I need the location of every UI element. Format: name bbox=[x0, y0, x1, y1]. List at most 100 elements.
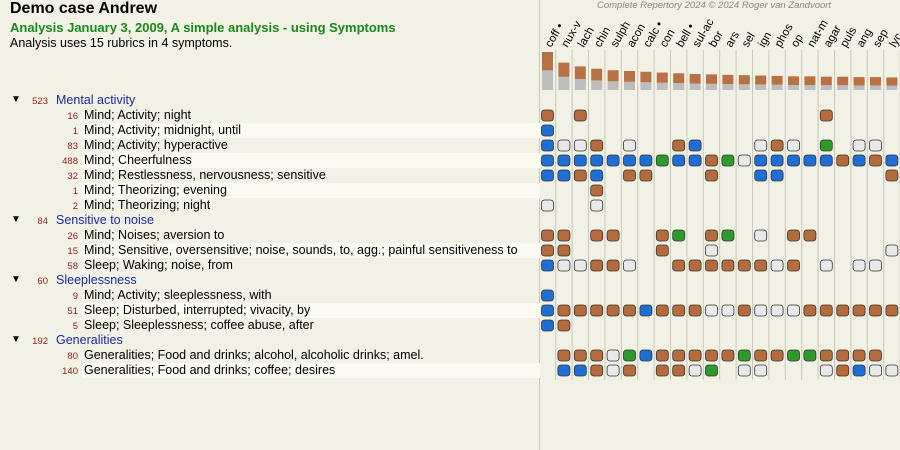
grade-cell[interactable] bbox=[590, 199, 604, 212]
grade-cell[interactable] bbox=[869, 259, 882, 272]
grade-cell[interactable] bbox=[606, 154, 620, 167]
grade-cell[interactable] bbox=[770, 349, 784, 362]
grade-cell[interactable] bbox=[787, 139, 800, 152]
grade-cell[interactable] bbox=[688, 154, 702, 167]
grade-cell[interactable] bbox=[557, 154, 571, 167]
grade-cell[interactable] bbox=[869, 154, 882, 167]
grade-cell[interactable] bbox=[623, 169, 636, 182]
rubric-row[interactable]: 80 Generalities; Food and drinks; alcohol… bbox=[0, 348, 900, 363]
grade-cell[interactable] bbox=[705, 229, 718, 242]
grade-cell[interactable] bbox=[721, 154, 735, 167]
symptom-row[interactable]: ▼ 192 Generalities bbox=[0, 333, 900, 348]
grade-cell[interactable] bbox=[639, 349, 653, 362]
grade-cell[interactable] bbox=[705, 169, 718, 182]
grade-cell[interactable] bbox=[672, 304, 686, 317]
remedy-label[interactable]: sel bbox=[740, 31, 758, 50]
grade-cell[interactable] bbox=[623, 349, 636, 362]
grade-cell[interactable] bbox=[885, 244, 899, 257]
grade-cell[interactable] bbox=[655, 304, 669, 317]
grade-cell[interactable] bbox=[787, 304, 800, 317]
grade-cell[interactable] bbox=[590, 154, 604, 167]
remedy-label[interactable]: ars bbox=[724, 29, 743, 49]
grade-cell[interactable] bbox=[869, 349, 882, 362]
grade-cell[interactable] bbox=[606, 349, 620, 362]
grade-cell[interactable] bbox=[606, 304, 620, 317]
rubric-row[interactable]: 51 Sleep; Disturbed, interrupted; vivacit… bbox=[0, 303, 900, 318]
grade-cell[interactable] bbox=[819, 364, 833, 377]
rubric-row[interactable]: 9 Mind; Activity; sleeplessness, with bbox=[0, 288, 900, 303]
grade-cell[interactable] bbox=[672, 154, 686, 167]
remedy-label[interactable]: sep bbox=[871, 27, 891, 49]
grade-cell[interactable] bbox=[721, 304, 735, 317]
grade-cell[interactable] bbox=[573, 154, 587, 167]
grade-cell[interactable] bbox=[787, 154, 800, 167]
grade-cell[interactable] bbox=[754, 364, 768, 377]
grade-cell[interactable] bbox=[541, 229, 554, 242]
rubric-row[interactable]: 5 Sleep; Sleeplessness; coffee abuse, aft… bbox=[0, 318, 900, 333]
grade-cell[interactable] bbox=[573, 169, 587, 182]
grade-cell[interactable] bbox=[541, 109, 554, 122]
grade-cell[interactable] bbox=[705, 259, 718, 272]
grade-cell[interactable] bbox=[705, 364, 718, 377]
grade-cell[interactable] bbox=[590, 184, 604, 197]
grade-cell[interactable] bbox=[655, 364, 669, 377]
grade-cell[interactable] bbox=[852, 349, 866, 362]
collapse-triangle-icon[interactable]: ▼ bbox=[11, 94, 21, 105]
grade-cell[interactable] bbox=[557, 319, 571, 332]
grade-cell[interactable] bbox=[639, 169, 653, 182]
grade-cell[interactable] bbox=[688, 364, 702, 377]
grade-cell[interactable] bbox=[819, 304, 833, 317]
grade-cell[interactable] bbox=[573, 139, 587, 152]
grade-cell[interactable] bbox=[885, 169, 899, 182]
grade-cell[interactable] bbox=[754, 169, 768, 182]
symptom-row[interactable]: ▼ 523 Mental activity bbox=[0, 93, 900, 108]
grade-cell[interactable] bbox=[623, 154, 636, 167]
grade-cell[interactable] bbox=[590, 169, 604, 182]
grade-cell[interactable] bbox=[836, 349, 850, 362]
grade-cell[interactable] bbox=[590, 229, 604, 242]
grade-cell[interactable] bbox=[541, 154, 554, 167]
grade-cell[interactable] bbox=[819, 154, 833, 167]
grade-cell[interactable] bbox=[672, 364, 686, 377]
grade-cell[interactable] bbox=[819, 109, 833, 122]
grade-cell[interactable] bbox=[819, 259, 833, 272]
grade-cell[interactable] bbox=[819, 139, 833, 152]
grade-cell[interactable] bbox=[885, 154, 899, 167]
collapse-triangle-icon[interactable]: ▼ bbox=[11, 214, 21, 225]
grade-cell[interactable] bbox=[623, 259, 636, 272]
grade-cell[interactable] bbox=[754, 154, 768, 167]
grade-cell[interactable] bbox=[885, 304, 899, 317]
grade-cell[interactable] bbox=[754, 349, 768, 362]
rubric-row[interactable]: 488 Mind; Cheerfulness bbox=[0, 153, 900, 168]
grade-cell[interactable] bbox=[754, 229, 768, 242]
grade-cell[interactable] bbox=[623, 364, 636, 377]
symptom-row[interactable]: ▼ 84 Sensitive to noise bbox=[0, 213, 900, 228]
grade-cell[interactable] bbox=[590, 139, 604, 152]
grade-cell[interactable] bbox=[590, 259, 604, 272]
grade-cell[interactable] bbox=[770, 169, 784, 182]
grade-cell[interactable] bbox=[721, 229, 735, 242]
grade-cell[interactable] bbox=[754, 259, 768, 272]
grade-cell[interactable] bbox=[541, 304, 554, 317]
remedy-label[interactable]: op bbox=[789, 32, 806, 49]
grade-cell[interactable] bbox=[803, 154, 817, 167]
grade-cell[interactable] bbox=[803, 229, 817, 242]
grade-cell[interactable] bbox=[573, 304, 587, 317]
grade-cell[interactable] bbox=[869, 364, 882, 377]
grade-cell[interactable] bbox=[639, 304, 653, 317]
grade-cell[interactable] bbox=[623, 304, 636, 317]
grade-cell[interactable] bbox=[541, 259, 554, 272]
grade-cell[interactable] bbox=[770, 154, 784, 167]
grade-cell[interactable] bbox=[541, 199, 554, 212]
grade-cell[interactable] bbox=[672, 349, 686, 362]
grade-cell[interactable] bbox=[557, 364, 571, 377]
grade-cell[interactable] bbox=[721, 259, 735, 272]
grade-cell[interactable] bbox=[688, 259, 702, 272]
grade-cell[interactable] bbox=[787, 229, 800, 242]
rubric-row[interactable]: 83 Mind; Activity; hyperactive bbox=[0, 138, 900, 153]
grade-cell[interactable] bbox=[836, 154, 850, 167]
grade-cell[interactable] bbox=[541, 124, 554, 137]
grade-cell[interactable] bbox=[803, 349, 817, 362]
collapse-triangle-icon[interactable]: ▼ bbox=[11, 334, 21, 345]
rubric-row[interactable]: 1 Mind; Theorizing; evening bbox=[0, 183, 900, 198]
